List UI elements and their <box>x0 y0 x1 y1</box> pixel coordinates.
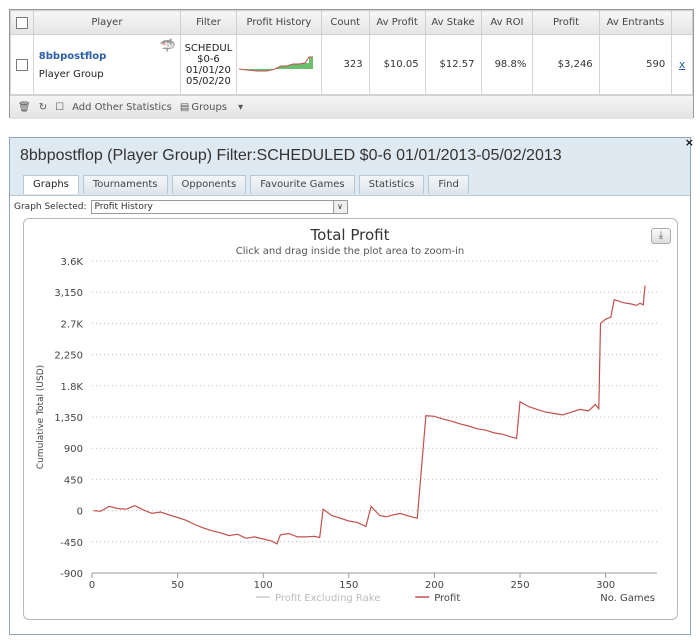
player-name-link[interactable]: 8bbpostflop <box>38 51 107 62</box>
x-tick-label: 300 <box>596 580 615 591</box>
av-stake-value: $12.57 <box>424 34 482 95</box>
player-summary-table: Player Filter Profit History Count Av Pr… <box>9 9 694 119</box>
refresh-icon[interactable]: ↻ <box>38 102 48 113</box>
header-player[interactable]: Player <box>32 10 181 35</box>
graph-selector: Graph Selected: Profit History ∨ <box>14 200 348 214</box>
av-entrants-value: 590 <box>598 34 673 95</box>
graph-select-value: Profit History <box>94 202 153 212</box>
x-tick-label: 200 <box>425 580 444 591</box>
header-av-roi[interactable]: Av ROI <box>480 10 534 35</box>
tab-graphs[interactable]: Graphs <box>23 175 79 194</box>
filter-cell: SCHEDUL $0-6 01/01/20 05/02/20 <box>179 34 237 95</box>
legend-label[interactable]: Profit Excluding Rake <box>275 593 380 604</box>
table-row: 8bbpostflop Player Group 🦈 SCHEDUL $0-6 … <box>10 34 693 95</box>
x-axis-label: No. Games <box>600 593 655 604</box>
chart-container: ⤓ Total Profit Click and drag inside the … <box>23 218 678 620</box>
add-other-statistics-button[interactable]: Add Other Statistics <box>72 102 172 113</box>
remove-cell: x <box>671 34 693 95</box>
y-tick-label: 2,250 <box>54 351 83 362</box>
x-tick-label: 100 <box>254 580 273 591</box>
header-profit-history[interactable]: Profit History <box>235 10 322 35</box>
profit-value: $3,246 <box>532 34 600 95</box>
row-checkbox-cell <box>10 34 34 95</box>
filter-line: $0-6 <box>197 53 220 65</box>
x-tick-label: 50 <box>171 580 184 591</box>
panel-tabs: Graphs Tournaments Opponents Favourite G… <box>23 175 473 194</box>
av-roi-value: 98.8% <box>480 34 534 95</box>
y-tick-label: -900 <box>60 569 83 580</box>
trash-icon[interactable]: 🗑 <box>18 102 31 113</box>
y-tick-label: 900 <box>64 444 83 455</box>
x-tick-label: 150 <box>339 580 358 591</box>
table-header-row: Player Filter Profit History Count Av Pr… <box>10 10 693 35</box>
shark-icon: 🦈 <box>159 39 176 54</box>
download-icon[interactable]: ⤓ <box>651 228 671 244</box>
x-tick-label: 250 <box>510 580 529 591</box>
tab-tournaments[interactable]: Tournaments <box>82 175 168 194</box>
y-axis-label: Cumulative Total (USD) <box>36 365 46 469</box>
filter-line: 05/02/20 <box>185 75 231 87</box>
chart-title: Total Profit <box>310 226 390 244</box>
header-av-profit[interactable]: Av Profit <box>368 10 426 35</box>
x-tick-label: 0 <box>89 580 95 591</box>
legend-label[interactable]: Profit <box>434 593 460 604</box>
header-count[interactable]: Count <box>320 10 370 35</box>
tab-find[interactable]: Find <box>428 175 469 194</box>
profit-history-sparkline <box>238 56 313 72</box>
remove-row-link[interactable]: x <box>678 58 686 71</box>
chevron-down-icon[interactable]: ∨ <box>332 201 347 213</box>
graph-selected-label: Graph Selected: <box>14 202 87 212</box>
row-checkbox[interactable] <box>15 58 28 71</box>
av-profit-value: $10.05 <box>368 34 426 95</box>
close-icon[interactable]: × <box>684 136 694 149</box>
groups-label: Groups <box>191 102 227 113</box>
profit-history-sparkline-cell <box>235 34 322 95</box>
select-all-checkbox[interactable] <box>15 16 28 29</box>
header-filter[interactable]: Filter <box>179 10 237 35</box>
y-tick-label: 1,350 <box>54 413 83 424</box>
player-cell: 8bbpostflop Player Group 🦈 <box>32 34 181 95</box>
summary-toolbar: 🗑 ↻ ☐ Add Other Statistics ▤ Groups ▾ <box>10 95 693 119</box>
add-statistics-icon: ☐ <box>55 102 65 113</box>
header-av-stake[interactable]: Av Stake <box>424 10 482 35</box>
count-value: 323 <box>320 34 370 95</box>
filter-line: SCHEDUL <box>184 42 233 54</box>
tab-favourite-games[interactable]: Favourite Games <box>250 175 355 194</box>
y-tick-label: 0 <box>77 507 83 518</box>
header-av-entrants[interactable]: Av Entrants <box>598 10 673 35</box>
groups-dropdown[interactable]: Groups ▾ <box>191 102 244 113</box>
header-profit[interactable]: Profit <box>532 10 600 35</box>
y-tick-label: 450 <box>64 475 83 486</box>
tab-statistics[interactable]: Statistics <box>358 175 425 194</box>
select-all-header <box>10 10 34 35</box>
y-tick-label: -450 <box>60 538 83 549</box>
profit-chart[interactable]: Total Profit Click and drag inside the pl… <box>24 219 677 619</box>
graph-select-dropdown[interactable]: Profit History ∨ <box>90 200 348 214</box>
chart-subtitle: Click and drag inside the plot area to z… <box>236 246 464 257</box>
profit-series-line <box>93 285 646 545</box>
filter-line: 01/01/20 <box>185 64 231 76</box>
y-tick-label: 3.6K <box>61 257 84 268</box>
player-group-label: Player Group <box>38 69 104 80</box>
y-tick-label: 2.7K <box>61 319 84 330</box>
graphs-tab-content: Graph Selected: Profit History ∨ ⤓ Total… <box>10 195 690 634</box>
graph-panel: 8bbpostflop (Player Group) Filter:SCHEDU… <box>9 136 694 635</box>
header-spacer <box>671 10 693 35</box>
y-tick-label: 1.8K <box>61 382 84 393</box>
tab-opponents[interactable]: Opponents <box>171 175 247 194</box>
panel-title: 8bbpostflop (Player Group) Filter:SCHEDU… <box>20 147 562 164</box>
groups-icon: ▤ <box>179 102 190 113</box>
y-tick-label: 3,150 <box>54 288 83 299</box>
